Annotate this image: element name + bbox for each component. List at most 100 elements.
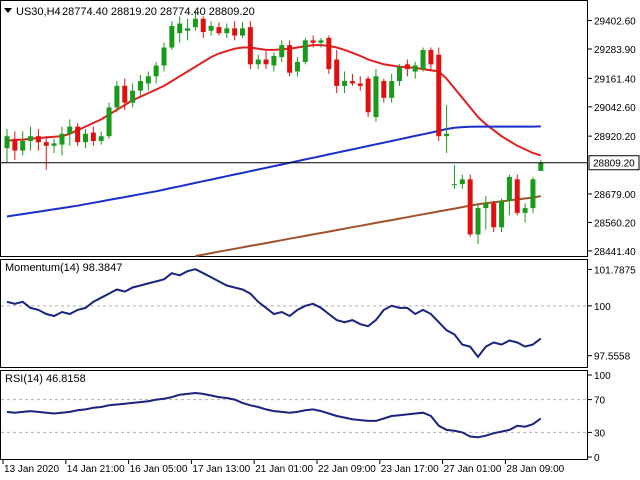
price-tag-label: 28809.20 <box>593 159 635 170</box>
candle-body <box>412 65 418 72</box>
candle-body <box>436 54 442 137</box>
rsi-levels: 100 70 30 0 <box>1 371 611 464</box>
candle-body <box>247 27 253 65</box>
candle-body <box>200 18 206 32</box>
candle-body <box>302 40 308 62</box>
momentum-title: Momentum(14) 98.3847 <box>5 262 122 274</box>
candle-body <box>216 27 222 34</box>
candle-body <box>404 64 410 70</box>
candle-body <box>208 25 214 31</box>
indicator-series-line <box>6 391 542 439</box>
price-tag <box>588 155 640 171</box>
candle-body <box>365 78 371 113</box>
candle-body <box>310 40 316 43</box>
candle-body <box>224 28 230 34</box>
y-tick-label: 0 <box>594 453 600 464</box>
candle-body <box>451 184 457 186</box>
y-tick-label: 29402.60 <box>594 17 636 28</box>
y-tick-label: 29161.40 <box>594 74 636 85</box>
x-tick-label: 17 Jan 13:00 <box>192 464 250 475</box>
candle-body <box>232 28 238 36</box>
ma-line-0 <box>6 44 542 157</box>
candle-body <box>130 90 136 103</box>
candle-body <box>287 45 293 73</box>
candle-body <box>137 81 143 91</box>
y-tick-label: 101.7875 <box>594 265 636 276</box>
candle-body <box>106 107 112 137</box>
ma-line-1 <box>6 125 541 218</box>
candle-body <box>357 83 363 86</box>
candle-body <box>514 179 520 213</box>
y-tick-label: 100 <box>594 371 611 382</box>
candle-body <box>522 208 528 213</box>
x-axis: 13 Jan 2020 14 Jan 21:00 16 Jan 05:00 17 Ja… <box>2 460 565 475</box>
candle-body <box>83 133 88 143</box>
candle-body <box>185 28 191 31</box>
y-tick-label: 97.5558 <box>594 352 631 363</box>
y-tick-label: 29042.60 <box>594 103 636 114</box>
candle-body <box>389 81 395 98</box>
candle-body <box>161 47 167 66</box>
chart-header: US30,H4 28774.40 28819.20 28774.40 28809… <box>4 6 255 18</box>
ohlc-values: 28774.40 28819.20 28774.40 28809.20 <box>62 6 255 18</box>
candles <box>4 10 544 245</box>
symbol-label: US30,H4 <box>16 6 61 18</box>
candle-body <box>51 143 57 146</box>
candle-body <box>192 18 198 28</box>
y-tick-label: 30 <box>594 428 606 439</box>
candle-body <box>263 59 269 65</box>
candle-body <box>428 49 434 65</box>
candle-body <box>444 133 450 137</box>
y-tick-label: 70 <box>594 396 606 407</box>
candle-body <box>459 179 465 185</box>
momentum-levels: 101.7875 100 97.5558 <box>1 265 636 363</box>
candle-body <box>20 140 26 151</box>
candle-body <box>59 133 65 145</box>
candle-body <box>373 76 379 118</box>
candle-body <box>279 45 285 58</box>
candle-body <box>153 65 159 77</box>
candle-body <box>255 59 261 65</box>
candle-body <box>506 176 512 201</box>
momentum-panel-frame <box>0 259 588 368</box>
candle-body <box>35 136 41 143</box>
momentum-line <box>6 268 542 359</box>
candle-body <box>420 49 426 70</box>
candle-body <box>177 23 183 34</box>
candle-body <box>98 136 104 141</box>
y-tick-label: 28560.20 <box>594 218 636 229</box>
y-tick-label: 28679.00 <box>594 190 636 201</box>
x-tick-label: 13 Jan 2020 <box>4 464 59 475</box>
x-tick-label: 27 Jan 01:00 <box>444 464 502 475</box>
candle-body <box>4 136 10 149</box>
indicator-series-line <box>6 268 542 359</box>
candle-body <box>342 81 348 86</box>
x-tick-label: 28 Jan 09:00 <box>506 464 564 475</box>
candle-body <box>90 132 96 141</box>
candle-body <box>491 203 497 228</box>
candle-body <box>326 37 332 70</box>
rsi-line <box>6 391 542 439</box>
candle-body <box>240 28 245 36</box>
main-panel-frame <box>0 0 588 257</box>
rsi-title: RSI(14) 46.8158 <box>5 373 86 385</box>
x-tick-label: 23 Jan 17:00 <box>381 464 439 475</box>
x-tick-label: 22 Jan 09:00 <box>318 464 376 475</box>
panel-frames <box>0 0 588 460</box>
candle-body <box>75 126 81 143</box>
y-tick-label: 100 <box>594 302 611 313</box>
rsi-panel-frame <box>0 370 588 460</box>
candle-body <box>12 139 18 151</box>
candle-body <box>381 81 387 98</box>
candle-body <box>483 203 489 209</box>
candle-body <box>334 59 340 86</box>
candle-body <box>43 142 49 146</box>
y-tick-label: 28920.20 <box>594 132 636 143</box>
candle-body <box>318 40 324 43</box>
candle-body <box>294 61 300 72</box>
ma-line-2 <box>195 195 541 257</box>
candle-body <box>349 81 355 84</box>
candle-body <box>67 126 73 134</box>
x-tick-label: 14 Jan 21:00 <box>67 464 125 475</box>
